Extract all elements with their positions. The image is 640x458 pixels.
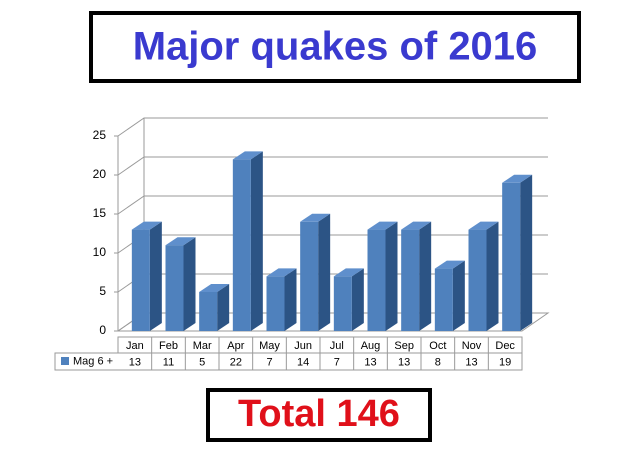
grid-line xyxy=(117,117,548,137)
bar xyxy=(165,245,184,331)
bar-side xyxy=(520,174,533,331)
y-tick-label: 10 xyxy=(93,245,107,259)
y-tick-label: 25 xyxy=(93,128,107,142)
bar-top xyxy=(401,221,432,230)
bar-top xyxy=(232,151,263,160)
bar-top xyxy=(300,213,331,222)
bar xyxy=(300,221,319,331)
table-value: 19 xyxy=(499,356,511,368)
grid-line xyxy=(117,195,548,215)
bar xyxy=(131,229,150,331)
table-value: 13 xyxy=(465,356,477,368)
bar xyxy=(333,276,352,331)
y-tick-label: 20 xyxy=(93,167,107,181)
bar-top xyxy=(434,260,465,269)
x-tick-label: Jun xyxy=(294,340,312,352)
legend-label: Mag 6 + xyxy=(73,355,113,367)
annotation-box xyxy=(206,388,432,442)
bar xyxy=(266,276,285,331)
legend-swatch xyxy=(61,357,69,365)
bar-side xyxy=(486,221,499,331)
bar xyxy=(502,182,521,331)
x-tick-label: May xyxy=(259,340,280,352)
table-value: 8 xyxy=(435,356,441,368)
bar-side xyxy=(419,221,432,331)
bar-side xyxy=(250,151,263,331)
bar-side xyxy=(149,221,162,331)
bar xyxy=(367,229,386,331)
bar-side xyxy=(284,268,297,331)
x-tick-label: Mar xyxy=(193,340,212,352)
bar-side xyxy=(183,237,196,331)
bar-top xyxy=(131,221,162,230)
x-tick-label: Jan xyxy=(126,340,144,352)
chart-title: Major quakes of 2016 xyxy=(133,25,538,69)
bar-side xyxy=(385,221,398,331)
y-tick-label: 15 xyxy=(93,206,107,220)
bar-top xyxy=(266,268,297,277)
x-tick-label: Apr xyxy=(227,340,244,352)
bar-side xyxy=(217,284,230,331)
bar-top xyxy=(333,268,364,277)
bar xyxy=(199,292,218,331)
y-tick-label: 5 xyxy=(99,284,106,298)
table-value: 11 xyxy=(163,356,174,368)
x-tick-label: Oct xyxy=(429,340,446,352)
bar-top xyxy=(367,221,398,230)
bar-side xyxy=(452,260,465,331)
table-value: 14 xyxy=(297,356,309,368)
annotation: Total 146 xyxy=(238,393,400,435)
table-value: 13 xyxy=(129,356,141,368)
bar xyxy=(468,229,487,331)
title-box xyxy=(89,11,581,83)
table-value: 7 xyxy=(334,356,340,368)
bar xyxy=(232,159,251,331)
plot-area: 0 5 10 15 20 25 Mag 6 + Jan 13 Feb 11 Mar 5 Apr 22 May 7… xyxy=(54,117,550,371)
bar-top xyxy=(199,284,230,292)
x-tick-label: Jul xyxy=(330,340,344,352)
table-value: 7 xyxy=(266,356,272,368)
x-tick-label: Feb xyxy=(159,340,178,352)
bar-side xyxy=(318,213,331,331)
table-value: 5 xyxy=(199,356,205,368)
bar-top xyxy=(468,221,499,230)
table-value: 13 xyxy=(364,356,376,368)
table-value: 22 xyxy=(230,356,242,368)
bar-top xyxy=(165,237,196,246)
table-value: 13 xyxy=(398,356,410,368)
x-tick-label: Nov xyxy=(462,340,482,352)
x-tick-label: Sep xyxy=(394,340,414,352)
bar xyxy=(401,229,420,331)
table-cell xyxy=(54,352,523,371)
bar xyxy=(434,268,453,331)
grid-line xyxy=(117,156,548,176)
y-tick-label: 0 xyxy=(99,323,106,337)
x-tick-label: Aug xyxy=(361,340,381,352)
x-tick-label: Dec xyxy=(495,340,515,352)
bar-top xyxy=(502,174,533,183)
bar-side xyxy=(351,268,364,331)
